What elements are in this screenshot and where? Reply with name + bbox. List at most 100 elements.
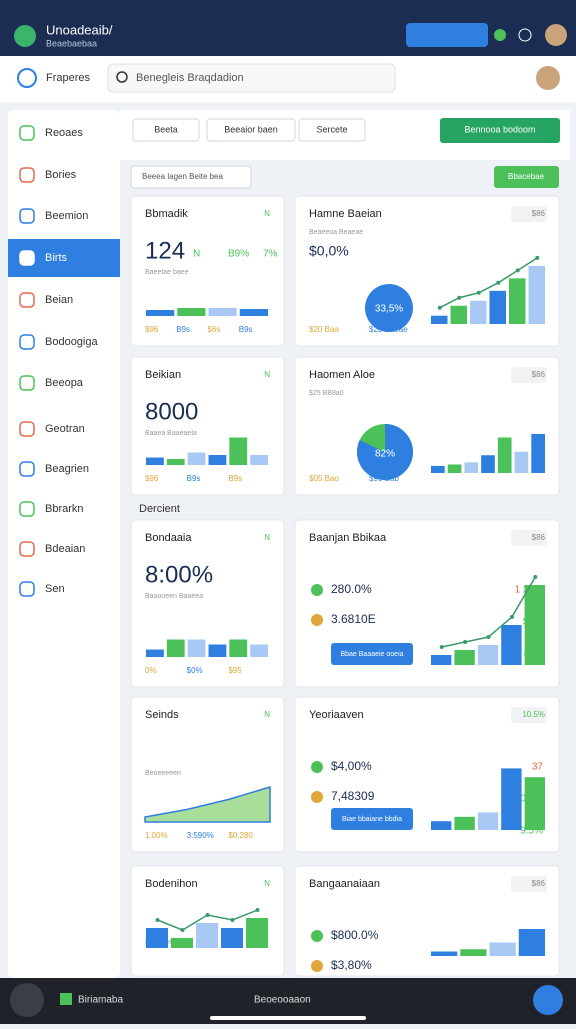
menu-icon[interactable] xyxy=(17,68,37,88)
bar xyxy=(171,938,193,948)
bar xyxy=(246,918,268,948)
sidebar-icon xyxy=(19,461,35,477)
card-note: 0% xyxy=(145,666,157,675)
card-button[interactable] xyxy=(331,643,413,665)
sidebar-item[interactable]: Bodoogiga xyxy=(45,336,98,348)
stat-icon xyxy=(311,584,323,596)
avatar[interactable] xyxy=(533,985,563,1015)
card-headline: 124 xyxy=(145,237,185,264)
card-note: $95 xyxy=(228,666,242,675)
card-note: B9s xyxy=(187,474,201,483)
primary-button[interactable] xyxy=(440,118,560,143)
section-title: Dercient xyxy=(139,503,180,515)
card-title: Bbmadik xyxy=(145,208,188,220)
card-button-label: Biae bbaiane bbdia xyxy=(342,816,402,823)
trend-point xyxy=(457,295,462,300)
stat-icon xyxy=(311,791,323,803)
bar xyxy=(489,942,516,956)
primary-button-label: Bennooa bodoom xyxy=(464,124,535,134)
bar xyxy=(518,929,545,956)
bar xyxy=(477,645,499,665)
bar xyxy=(250,644,268,657)
toolbar-button[interactable] xyxy=(132,118,200,142)
bar xyxy=(166,639,185,657)
filter-dropdown[interactable] xyxy=(130,165,252,189)
stat-icon xyxy=(311,930,323,942)
bar xyxy=(481,455,495,473)
bar xyxy=(431,655,452,665)
card-badge-label: N xyxy=(264,533,270,542)
card-button[interactable] xyxy=(331,808,413,830)
sidebar-item[interactable]: Beagrien xyxy=(45,463,89,475)
sidebar-icon xyxy=(19,208,35,224)
bar xyxy=(177,308,206,316)
card-stat: 280.0% xyxy=(331,582,372,596)
pie-slice xyxy=(357,424,414,480)
start-button[interactable] xyxy=(10,983,44,1017)
card-badge-label: $86 xyxy=(532,879,546,888)
sidebar-item[interactable]: Reoaes xyxy=(45,127,83,139)
card-badge xyxy=(511,206,547,222)
taskbar-center: Beoeooaaon xyxy=(254,995,311,1006)
app-name: Unoadeaib/ xyxy=(46,22,113,37)
sidebar-item[interactable]: Birts xyxy=(45,252,68,264)
filter-action[interactable] xyxy=(494,166,559,188)
card-title: Hamne Baeian xyxy=(309,208,382,220)
window-tools[interactable] xyxy=(406,23,488,47)
toolbar-button[interactable] xyxy=(206,118,296,142)
card-sub: $25 BB8a0 xyxy=(309,390,344,397)
sidebar-item[interactable]: Geotran xyxy=(45,423,85,435)
card-stat: B9% xyxy=(228,249,249,260)
sidebar-icon xyxy=(19,421,35,437)
sidebar-item[interactable]: Beeopa xyxy=(45,377,84,389)
card-sub: Baaea Baaeaela xyxy=(145,430,197,437)
card-stat: $4,00% xyxy=(331,759,372,773)
bar xyxy=(146,649,164,657)
card-badge-label: N xyxy=(264,710,270,719)
card-sub: Beoeeeeen xyxy=(145,770,181,777)
card-title: Bodenihon xyxy=(145,878,198,890)
kpi-circle xyxy=(365,284,413,332)
card-badge xyxy=(511,707,547,723)
bar xyxy=(497,437,512,473)
sidebar-item[interactable]: Beemion xyxy=(45,210,88,222)
avatar[interactable] xyxy=(545,24,567,46)
sidebar-icon xyxy=(19,250,35,266)
search-icon xyxy=(116,71,128,83)
toolbar-button-label: Beeta xyxy=(154,124,178,134)
bar xyxy=(454,650,475,665)
card-button-label: Bbae Baaaeie ooeia xyxy=(340,651,403,658)
bar xyxy=(447,464,462,473)
bar xyxy=(454,816,475,830)
avatar[interactable] xyxy=(536,66,560,90)
card-sub: Baeetae baee xyxy=(145,269,189,276)
bar xyxy=(146,928,168,948)
bar xyxy=(431,951,458,956)
toolbar-button[interactable] xyxy=(298,118,366,142)
trend-point xyxy=(515,268,520,273)
sidebar-item[interactable]: Beian xyxy=(45,294,73,306)
taskbar-app: Biriamaba xyxy=(78,995,123,1006)
bar xyxy=(460,949,487,956)
bar xyxy=(450,305,467,324)
toolbar-button-label: Beeaior baen xyxy=(224,124,278,134)
sidebar-item[interactable]: Sen xyxy=(45,583,65,595)
card-badge xyxy=(511,367,547,383)
trend-point xyxy=(155,918,160,922)
search-box[interactable] xyxy=(107,63,396,93)
sidebar-item[interactable]: Bdeaian xyxy=(45,543,85,555)
sidebar-item[interactable]: Bbrarkn xyxy=(45,503,84,515)
trend-point xyxy=(496,280,501,285)
sidebar-item[interactable]: Bories xyxy=(45,169,77,181)
card-note: $6s xyxy=(208,325,221,334)
trend-line xyxy=(439,257,538,309)
card-right-stat: 9.5% xyxy=(520,826,543,837)
bar xyxy=(524,585,545,665)
pie-label: 82% xyxy=(375,449,395,460)
trend-point xyxy=(205,913,210,917)
card-title: Haomen Aloe xyxy=(309,369,375,381)
clock-icon[interactable] xyxy=(518,28,532,42)
card-note: $0% xyxy=(187,666,203,675)
bar xyxy=(531,433,545,473)
